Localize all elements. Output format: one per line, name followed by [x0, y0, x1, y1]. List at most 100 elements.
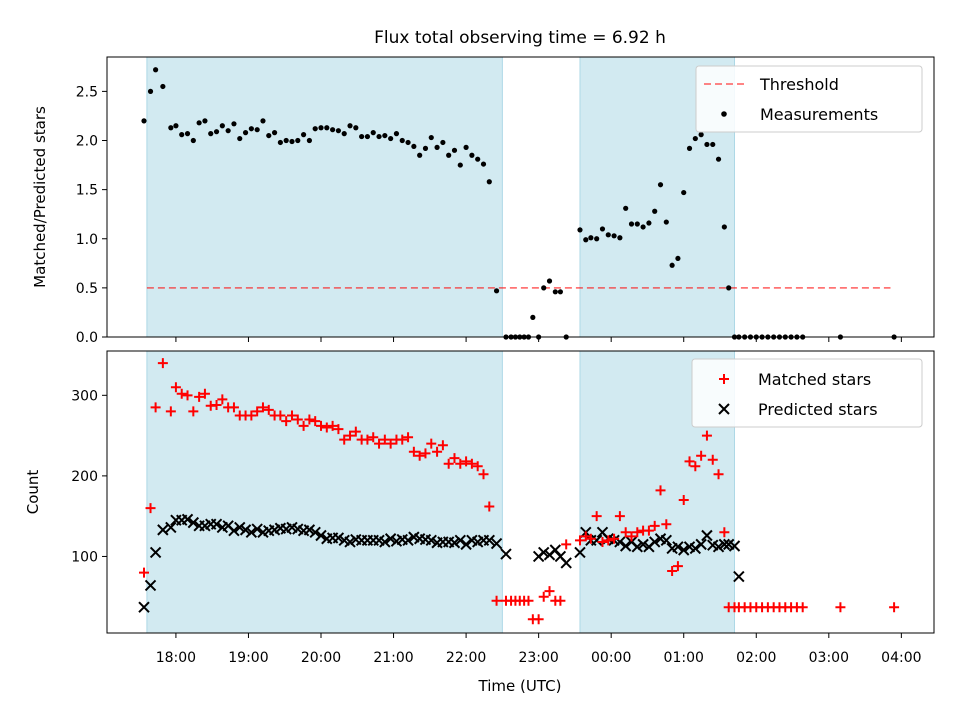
- bottom-x-axis: 18:00 19:00 20:00 21:00 22:00 23:00 00:00 01:00…: [156, 633, 922, 666]
- predicted-star-point: [251, 523, 263, 535]
- measurement-point: [686, 145, 693, 151]
- matched-star-point: [408, 446, 419, 457]
- matched-star-point: [194, 391, 205, 402]
- predicted-star-point: [701, 529, 713, 542]
- matched-star-point: [597, 536, 608, 547]
- matched-star-point: [345, 430, 356, 441]
- top-axes-frame: [106, 56, 935, 338]
- bottom-legend: Matched stars Predicted stars: [691, 358, 923, 428]
- x-tick-label: 04:00: [881, 650, 921, 666]
- x-tick-label: 21:00: [373, 650, 413, 666]
- matched-star-point: [478, 469, 489, 480]
- predicted-star-point: [483, 534, 496, 547]
- matched-star-point: [176, 388, 187, 399]
- matched-star-point: [797, 602, 808, 613]
- measurement-point: [541, 285, 547, 291]
- x-tick-label: 03:00: [809, 650, 849, 666]
- measurement-point: [530, 314, 536, 320]
- measurement-point: [190, 137, 196, 144]
- matched-star-point: [443, 458, 454, 469]
- measurement-point: [710, 141, 716, 148]
- predicted-star-point: [138, 601, 150, 613]
- matched-star-point: [182, 390, 193, 401]
- measurement-point: [588, 235, 594, 241]
- matched-star-point: [449, 453, 460, 464]
- matched-star-point: [397, 434, 408, 445]
- top-y-axis: 0.0 0.5 1.0 1.5 2.0 2.5: [76, 84, 107, 346]
- x-tick-label: 02:00: [736, 650, 776, 666]
- matched-star-point: [385, 438, 396, 449]
- measurement-point: [446, 152, 452, 158]
- y-tick-label: 300: [71, 388, 98, 404]
- matched-star-point: [701, 430, 712, 441]
- measurement-point: [486, 179, 492, 185]
- top-y-axis-label: Matched/Predicted stars: [31, 106, 49, 288]
- measurement-point: [242, 130, 249, 136]
- measurement-point: [271, 130, 278, 136]
- predicted-star-point: [187, 516, 200, 529]
- top-x-ticks: [175, 337, 902, 342]
- y-tick-label: 0.0: [76, 330, 98, 346]
- measurement-point: [617, 235, 623, 241]
- matched-star-point: [211, 399, 222, 410]
- matched-star-point: [432, 446, 443, 457]
- predicted-star-point: [332, 532, 345, 544]
- predicted-star-point: [157, 524, 169, 536]
- predicted-star-point: [344, 536, 356, 548]
- matched-star-point: [257, 402, 268, 413]
- measurement-point: [318, 125, 324, 131]
- measurement-point: [202, 118, 208, 124]
- matched-star-point: [275, 410, 286, 421]
- measurement-point: [715, 156, 722, 162]
- matched-star-point: [170, 382, 181, 393]
- measurement-point: [184, 131, 191, 137]
- measurement-point: [359, 133, 365, 140]
- y-tick-label: 200: [71, 469, 98, 485]
- measurement-point: [422, 145, 429, 151]
- predicted-star-point: [303, 524, 316, 536]
- matched-star-point: [217, 394, 228, 405]
- predicted-star-point: [228, 524, 240, 537]
- measurement-point: [692, 135, 698, 142]
- matched-star-point: [437, 440, 448, 451]
- measurement-point: [646, 220, 652, 226]
- matched-star-point: [145, 503, 156, 514]
- matched-star-point: [461, 456, 472, 467]
- predicted-star-point: [689, 542, 702, 555]
- matched-star-point: [523, 595, 534, 606]
- matched-star-point: [491, 595, 502, 606]
- measurement-point: [153, 67, 159, 73]
- measurement-point: [376, 133, 382, 140]
- measurement-point: [552, 289, 558, 295]
- matched-star-point: [713, 469, 724, 480]
- predicted-star-point: [490, 537, 503, 550]
- chart-title: Flux total observing time = 6.92 h: [374, 28, 666, 48]
- measurement-point: [277, 139, 283, 146]
- x-tick-label: 18:00: [156, 650, 196, 666]
- predicted-star-point: [210, 518, 223, 530]
- predicted-star-point: [315, 529, 327, 542]
- bottom-y-axis: 100 200 300: [71, 388, 107, 565]
- measurement-point: [698, 132, 704, 138]
- predicted-star-point: [728, 540, 741, 552]
- predicted-star-point: [672, 541, 684, 553]
- matched-star-point: [374, 438, 385, 449]
- measurement-point: [599, 226, 606, 232]
- y-tick-label: 2.0: [76, 134, 98, 150]
- predicted-star-point: [637, 538, 649, 551]
- matched-star-point: [246, 410, 257, 421]
- matched-star-point: [889, 602, 900, 613]
- bottom-panel: 100 200 300 18:00 19:00 20:00 21:00 22:00 23:00…: [24, 350, 935, 695]
- measurement-point: [330, 127, 336, 133]
- measurement-point: [675, 255, 681, 262]
- predicted-star-point: [574, 546, 586, 559]
- matched-star-point: [626, 531, 637, 542]
- matched-star-point: [555, 595, 566, 606]
- top-legend-box: [695, 65, 923, 133]
- measurement-point: [583, 237, 589, 243]
- x-tick-label: 00:00: [591, 650, 631, 666]
- y-tick-label: 1.0: [76, 232, 98, 248]
- matched-star-point: [684, 456, 695, 467]
- measurement-point: [248, 126, 254, 132]
- matched-star-point: [672, 561, 683, 572]
